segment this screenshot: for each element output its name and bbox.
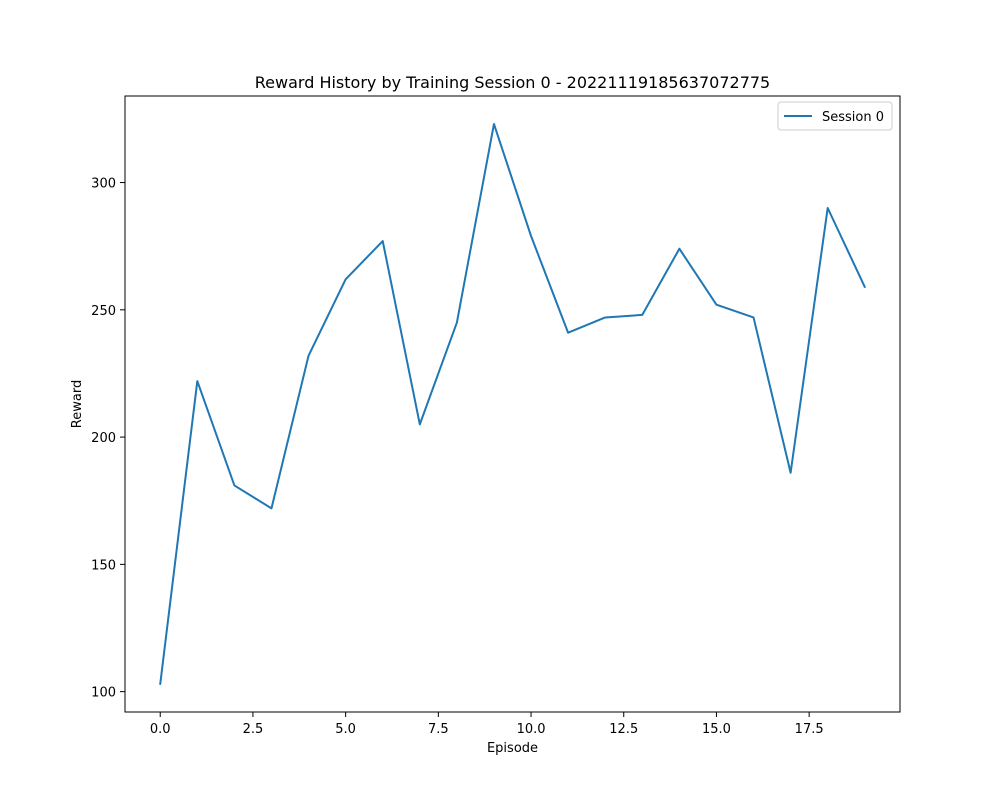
- x-tick-label: 10.0: [517, 722, 546, 737]
- legend-label-0: Session 0: [822, 110, 884, 125]
- y-tick-label: 300: [91, 177, 116, 192]
- x-tick-label: 0.0: [150, 722, 171, 737]
- y-tick-label: 150: [91, 558, 116, 573]
- plot-area-frame: [124, 95, 901, 713]
- y-axis-label: Reward: [70, 380, 85, 428]
- x-tick-label: 7.5: [428, 722, 449, 737]
- legend-box: [777, 101, 893, 131]
- y-tick-label: 200: [91, 431, 116, 446]
- x-tick-label: 5.0: [335, 722, 356, 737]
- x-tick-label: 15.0: [702, 722, 731, 737]
- x-tick-label: 17.5: [795, 722, 824, 737]
- y-tick-label: 100: [91, 686, 116, 701]
- x-tick-label: 2.5: [243, 722, 264, 737]
- x-axis-label: Episode: [487, 741, 538, 756]
- chart-title: Reward History by Training Session 0 - 2…: [255, 73, 770, 92]
- series-line-0: [159, 123, 866, 685]
- x-tick-label: 12.5: [609, 722, 638, 737]
- y-tick-label: 250: [91, 304, 116, 319]
